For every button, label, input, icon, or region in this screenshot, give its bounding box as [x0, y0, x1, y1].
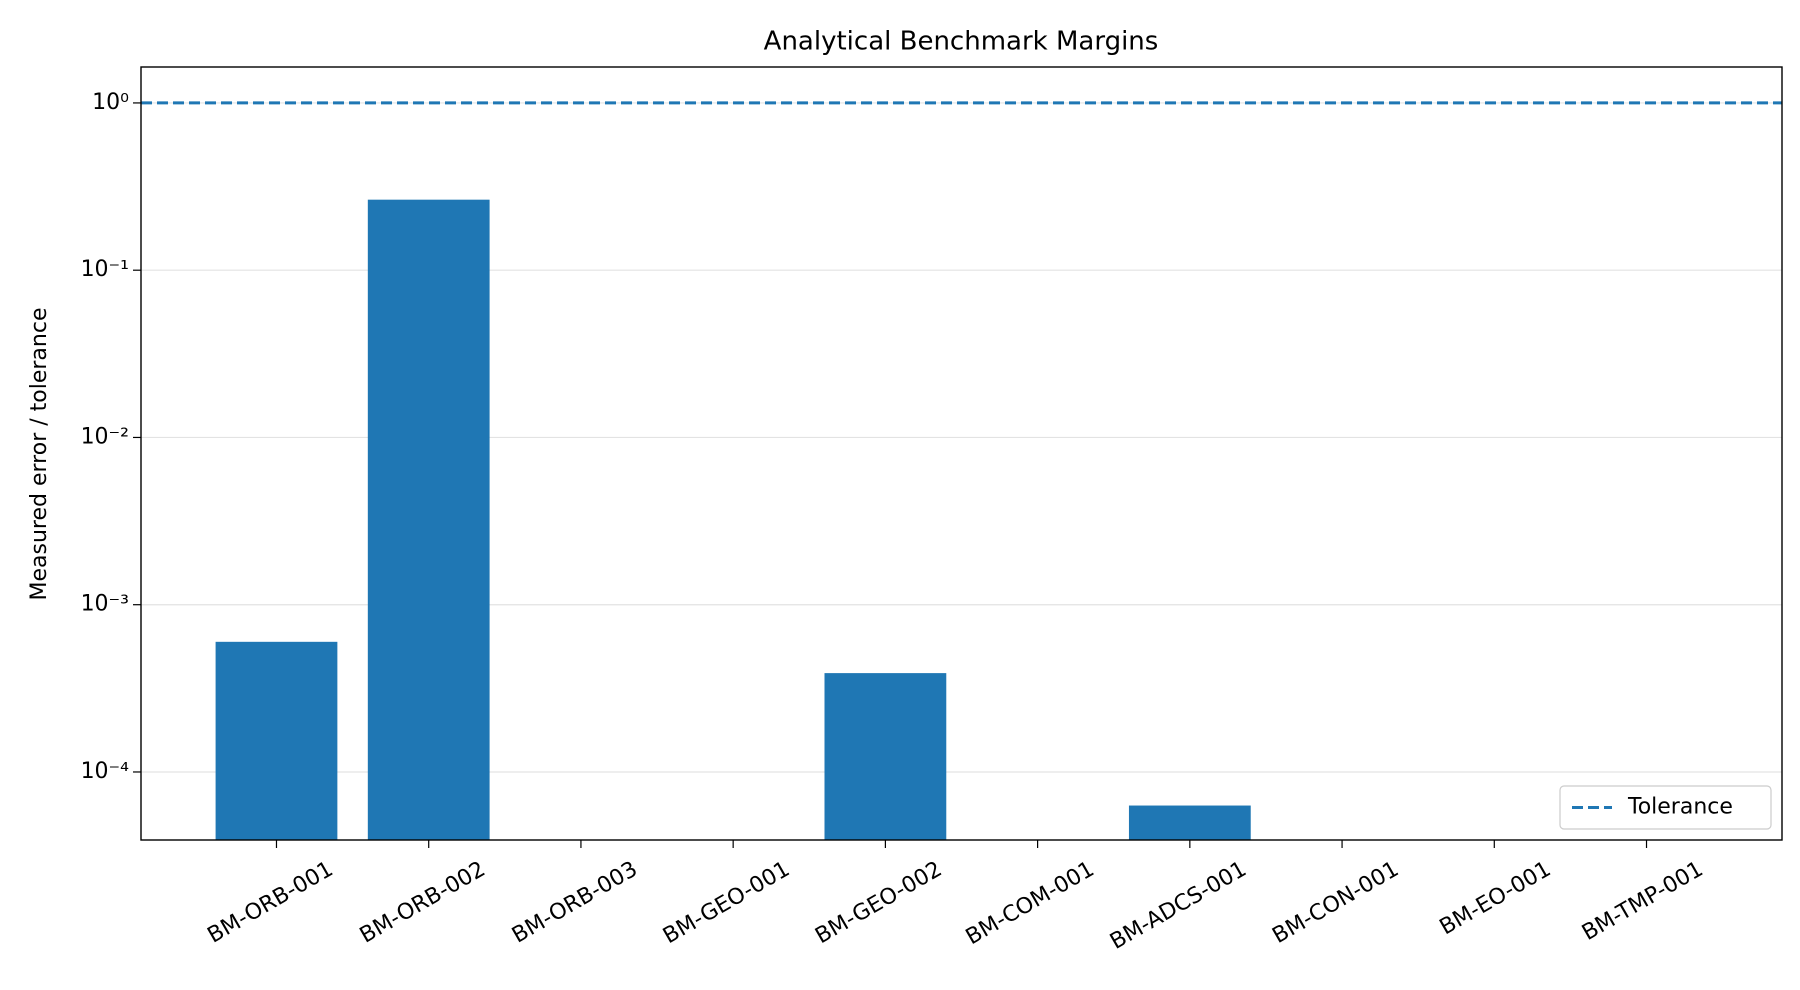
x-tick-label: BM-ORB-001 [204, 857, 338, 949]
bar [824, 673, 947, 840]
bar [1128, 805, 1251, 840]
x-tick-label: BM-ORB-003 [508, 857, 642, 949]
x-tick-label: BM-TMP-001 [1578, 857, 1708, 946]
y-tick-label: 10⁻³ [81, 592, 129, 617]
y-tick-label: 10⁻¹ [81, 257, 129, 282]
y-tick-label: 10⁰ [92, 90, 129, 115]
y-tick-label: 10⁻² [81, 424, 129, 449]
x-tick-label: BM-EO-001 [1436, 857, 1556, 941]
x-tick-label: BM-GEO-002 [811, 857, 946, 949]
legend-label: Tolerance [1627, 795, 1733, 820]
y-tick-label: 10⁻⁴ [81, 759, 130, 784]
x-tick-label: BM-COM-001 [962, 857, 1099, 950]
x-tick-label: BM-ORB-002 [356, 857, 490, 949]
y-axis-label: Measured error / tolerance [27, 308, 52, 601]
plot-frame [140, 66, 1783, 841]
bar [215, 641, 338, 840]
x-tick-label: BM-ADCS-001 [1106, 857, 1251, 955]
legend-box [1559, 785, 1772, 830]
x-tick-label: BM-GEO-001 [659, 857, 794, 949]
bar [367, 199, 490, 840]
x-tick-label: BM-CON-001 [1268, 857, 1403, 949]
chart-title: Analytical Benchmark Margins [764, 27, 1159, 57]
